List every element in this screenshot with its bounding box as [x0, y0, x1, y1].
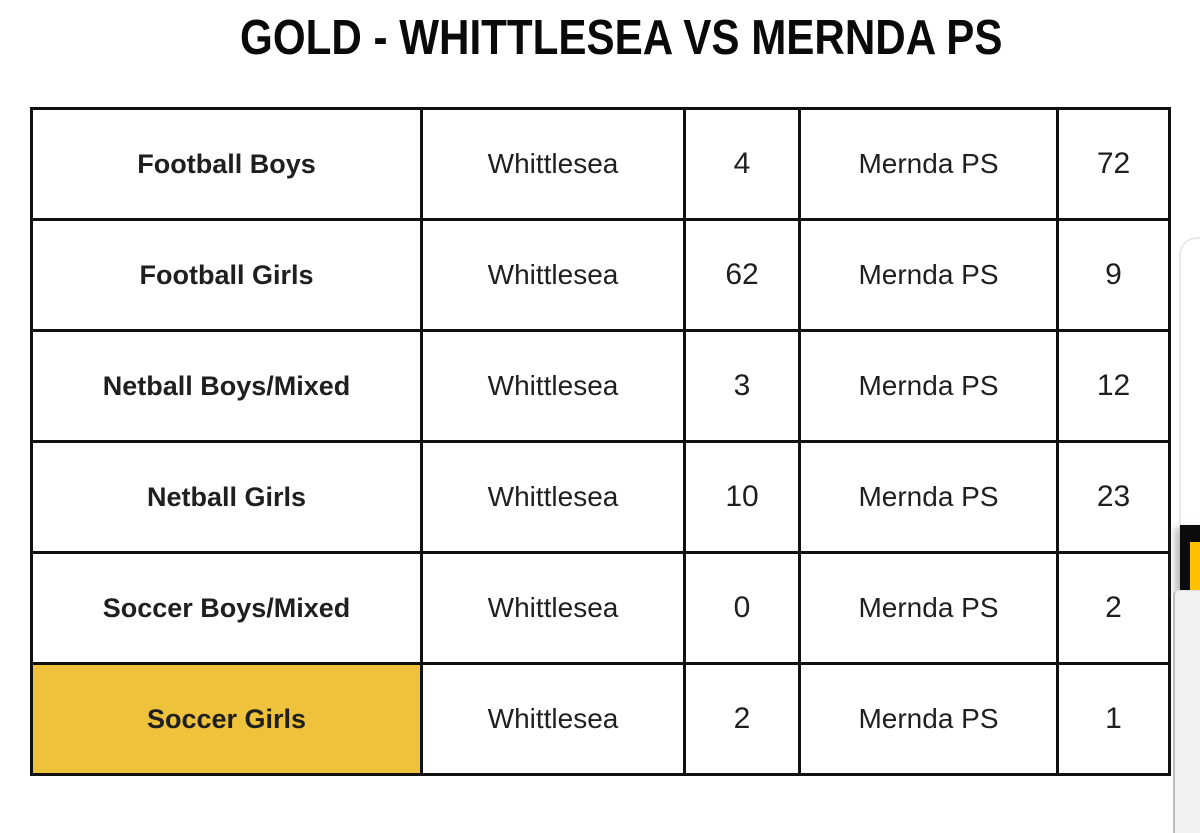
card-corner-outline	[1179, 237, 1200, 531]
score-a-cell: 62	[683, 218, 801, 332]
score-b-cell: 12	[1056, 329, 1171, 443]
score-a-cell: 0	[683, 551, 801, 665]
page-title: GOLD - WHITTLESEA VS MERNDA PS	[0, 10, 1200, 66]
score-b-cell: 23	[1056, 440, 1171, 554]
team-a-cell: Whittlesea	[420, 440, 686, 554]
team-b-cell: Mernda PS	[798, 218, 1059, 332]
table-row: Football Boys Whittlesea 4 Mernda PS 72	[30, 107, 1171, 221]
table-row: Netball Boys/Mixed Whittlesea 3 Mernda P…	[30, 329, 1171, 443]
score-a-cell: 10	[683, 440, 801, 554]
table-row: Netball Girls Whittlesea 10 Mernda PS 23	[30, 440, 1171, 554]
event-cell: Football Boys	[30, 107, 423, 221]
table-row: Soccer Girls Whittlesea 2 Mernda PS 1	[30, 662, 1171, 776]
team-b-cell: Mernda PS	[798, 107, 1059, 221]
team-a-cell: Whittlesea	[420, 329, 686, 443]
score-b-cell: 9	[1056, 218, 1171, 332]
next-table-peek	[1180, 525, 1200, 592]
team-a-cell: Whittlesea	[420, 107, 686, 221]
event-cell: Soccer Girls	[30, 662, 423, 776]
team-b-cell: Mernda PS	[798, 329, 1059, 443]
team-b-cell: Mernda PS	[798, 551, 1059, 665]
event-cell: Netball Girls	[30, 440, 423, 554]
page-title-text: GOLD - WHITTLESEA VS MERNDA PS	[239, 11, 1003, 65]
peek-gold-cell	[1190, 542, 1200, 592]
event-cell: Netball Boys/Mixed	[30, 329, 423, 443]
score-a-cell: 4	[683, 107, 801, 221]
score-a-cell: 2	[683, 662, 801, 776]
team-a-cell: Whittlesea	[420, 551, 686, 665]
event-cell: Football Girls	[30, 218, 423, 332]
overlay-panel	[1173, 590, 1200, 833]
table-row: Football Girls Whittlesea 62 Mernda PS 9	[30, 218, 1171, 332]
team-b-cell: Mernda PS	[798, 440, 1059, 554]
team-a-cell: Whittlesea	[420, 662, 686, 776]
results-table: Football Boys Whittlesea 4 Mernda PS 72 …	[30, 107, 1171, 776]
score-b-cell: 1	[1056, 662, 1171, 776]
team-a-cell: Whittlesea	[420, 218, 686, 332]
event-cell: Soccer Boys/Mixed	[30, 551, 423, 665]
table-row: Soccer Boys/Mixed Whittlesea 0 Mernda PS…	[30, 551, 1171, 665]
score-a-cell: 3	[683, 329, 801, 443]
score-b-cell: 2	[1056, 551, 1171, 665]
score-b-cell: 72	[1056, 107, 1171, 221]
team-b-cell: Mernda PS	[798, 662, 1059, 776]
